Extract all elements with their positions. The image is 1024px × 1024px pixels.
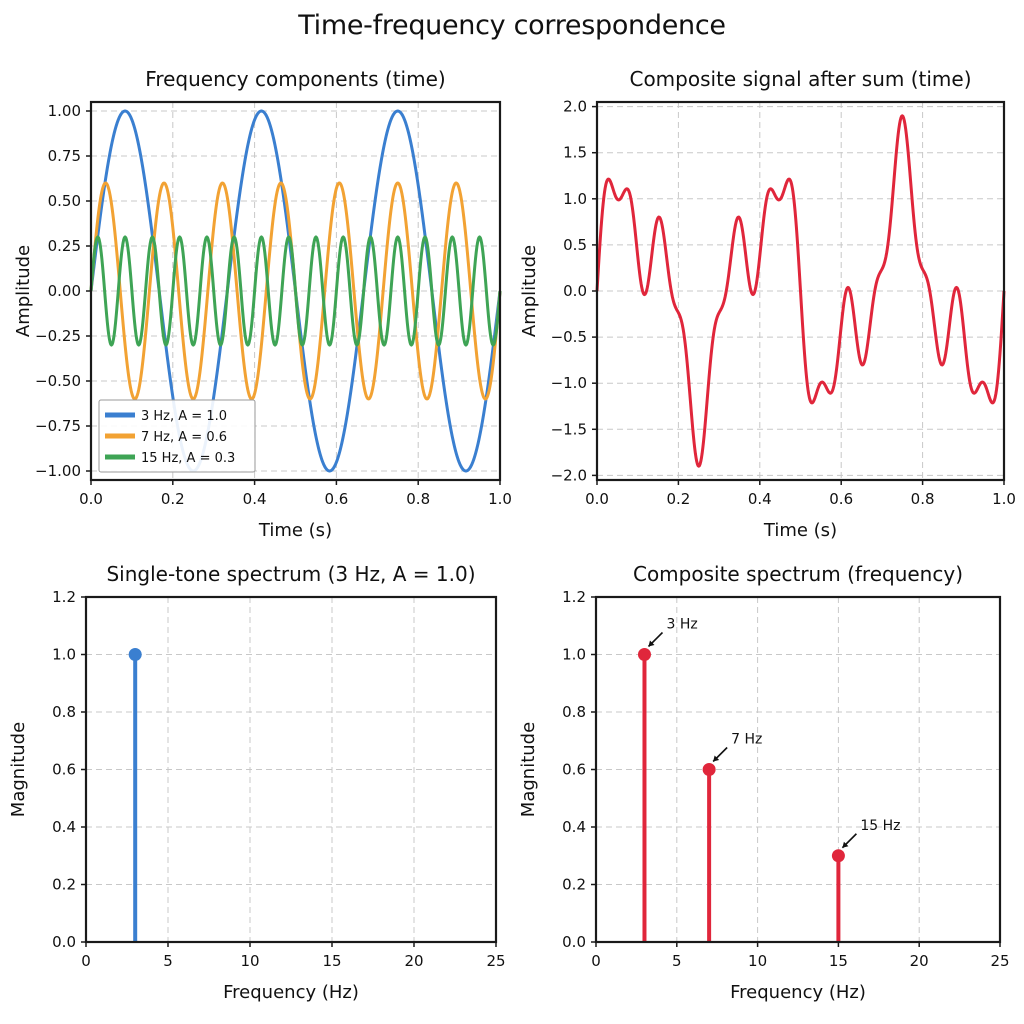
y-tick-label: 0.25 [48,237,81,255]
y-axis-label: Amplitude [13,245,34,337]
x-tick-label: 15 [829,952,848,970]
y-tick-label: −0.25 [35,327,81,345]
x-tick-label: 20 [404,952,423,970]
legend-entry: 7 Hz, A = 0.6 [141,430,227,445]
x-axis-label: Time (s) [763,520,837,541]
x-tick-label: 5 [672,952,682,970]
x-tick-label: 1.0 [488,490,512,508]
x-tick-label: 0.2 [161,490,185,508]
series-line-15hz [89,235,502,347]
x-tick-label: 10 [748,952,767,970]
annotation-label-7hz: 7 Hz [731,732,762,748]
subplot-title: Composite signal after sum (time) [629,67,971,91]
y-axis-label: Amplitude [519,245,540,337]
y-tick-label: 0.2 [52,876,76,894]
annotation-arrowhead [713,755,720,762]
y-tick-label: −1.5 [551,420,587,438]
y-tick-label: 1.0 [52,646,76,664]
x-tick-label: 10 [240,952,259,970]
stem-marker-15hz [831,849,845,863]
y-tick-label: −2.0 [551,466,587,484]
legend-entry: 15 Hz, A = 0.3 [141,451,235,466]
x-tick-label: 0.2 [666,490,690,508]
y-tick-label: 0.6 [52,761,76,779]
y-tick-label: 0.8 [562,703,586,721]
x-tick-label: 15 [322,952,341,970]
y-tick-label: 1.5 [563,144,587,162]
y-tick-label: 0.8 [52,703,76,721]
y-tick-label: 1.0 [562,646,586,664]
x-tick-label: 0 [81,952,91,970]
x-axis-label: Frequency (Hz) [223,982,359,1003]
y-axis-label: Magnitude [8,722,29,817]
subplot-3: 0 5 10 15 20 25 1.2 1.0 0.8 0.6 0.4 0.2 0.0 Single-to… [8,562,506,1003]
subplot-title: Frequency components (time) [145,67,445,91]
x-tick-label: 25 [486,952,505,970]
x-tick-label: 25 [990,952,1009,970]
y-tick-label: 2.0 [563,98,587,116]
subplot-4: 3 Hz 7 Hz 15 Hz 0 5 10 15 20 25 1.2 1.0 0.8 0.6 0.4 0.… [518,562,1010,1003]
y-tick-label: 1.0 [563,190,587,208]
x-tick-label: 0 [591,952,601,970]
y-tick-label: 0.50 [48,192,81,210]
stem-marker-7hz [702,763,716,776]
y-tick-label: 0.00 [48,282,81,300]
x-tick-label: 1.0 [992,490,1016,508]
x-tick-label: 0.0 [585,490,609,508]
stem-marker-3hz [128,648,142,661]
y-tick-label: −0.5 [551,328,587,346]
y-tick-label: 0.6 [562,761,586,779]
annotation-label-3hz: 3 Hz [666,617,697,633]
x-tick-label: 0.8 [406,490,430,508]
annotation-arrowhead [842,841,849,848]
subplot-title: Single-tone spectrum (3 Hz, A = 1.0) [106,562,475,586]
figure-title: Time-frequency correspondence [298,10,726,41]
annotation-label-15hz: 15 Hz [860,818,900,834]
x-tick-label: 0.6 [829,490,853,508]
subplot-2: 0.0 0.2 0.4 0.6 0.8 1.0 2.0 1.5 1.0 0.5 0.0 −0.5 −1.… [519,67,1016,541]
x-tick-label: 0.0 [79,490,103,508]
y-tick-label: 0.5 [563,236,587,254]
y-tick-label: 0.4 [52,818,76,836]
x-tick-label: 0.4 [243,490,267,508]
y-tick-label: −0.50 [35,372,81,390]
y-tick-label: −0.75 [35,417,81,435]
legend-box [98,399,256,473]
x-tick-label: 5 [163,952,173,970]
composite-signal-line [595,114,1006,468]
x-tick-label: 0.6 [324,490,348,508]
legend: 3 Hz, A = 1.0 7 Hz, A = 0.6 15 Hz, A = 0.3 [98,399,256,473]
y-tick-label: 1.2 [52,588,76,606]
y-tick-label: 0.75 [48,147,81,165]
subplot-1: 0.0 0.2 0.4 0.6 0.8 1.0 1.00 0.75 0.50 0.25 0.00 −0… [13,67,512,541]
y-tick-label: 0.0 [562,933,586,951]
y-axis-label: Magnitude [518,722,539,817]
legend-entry: 3 Hz, A = 1.0 [141,409,227,424]
subplot-title: Composite spectrum (frequency) [633,562,963,586]
y-tick-label: 0.0 [563,282,587,300]
stem-marker-3hz [637,648,651,661]
y-tick-label: −1.0 [551,374,587,392]
x-tick-label: 0.4 [748,490,772,508]
x-tick-label: 20 [910,952,929,970]
x-axis-label: Frequency (Hz) [730,982,866,1003]
y-tick-label: 0.0 [52,933,76,951]
annotation-arrowhead [648,640,655,647]
x-tick-label: 0.8 [911,490,935,508]
y-tick-label: 1.00 [48,102,81,120]
x-axis-label: Time (s) [258,520,332,541]
y-tick-label: 0.2 [562,876,586,894]
y-tick-label: −1.00 [35,462,81,480]
y-tick-label: 1.2 [562,588,586,606]
y-tick-label: 0.4 [562,818,586,836]
